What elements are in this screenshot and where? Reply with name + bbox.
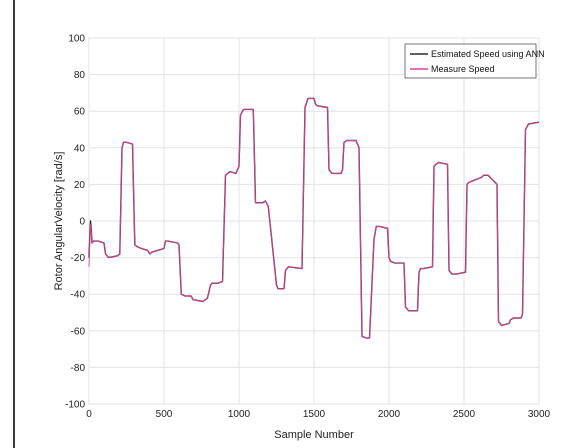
left-margin-rule <box>13 0 15 448</box>
y-tick-label: -80 <box>71 363 86 374</box>
x-tick-label: 1000 <box>228 409 251 420</box>
series-line-measured <box>88 97 540 339</box>
y-tick-label: 80 <box>74 70 86 81</box>
x-tick-label: 1500 <box>303 409 326 420</box>
legend-label-measured: Measure Speed <box>431 64 495 74</box>
x-tick-label: 2500 <box>453 409 476 420</box>
x-tick-label: 2000 <box>378 409 401 420</box>
y-tick-labels: -100 -80 -60 -40 -20 0 20 40 60 80 100 <box>65 34 85 411</box>
y-tick-label: -100 <box>65 400 85 411</box>
y-tick-label: -20 <box>71 253 86 264</box>
y-tick-label: 20 <box>74 180 86 191</box>
series-layer <box>88 97 540 339</box>
x-axis-title: Sample Number <box>274 429 354 441</box>
y-tick-label: 60 <box>74 107 86 118</box>
y-tick-label: 100 <box>68 34 85 45</box>
grid-lines <box>88 37 540 405</box>
x-tick-label: 500 <box>156 409 173 420</box>
legend-box <box>404 43 537 79</box>
x-tick-label: 0 <box>86 409 92 420</box>
y-tick-label: -40 <box>71 290 86 301</box>
y-tick-label: 0 <box>79 217 85 228</box>
legend-label-estimated: Estimated Speed using ANN <box>431 49 545 59</box>
y-tick-label: -60 <box>71 326 86 337</box>
y-tick-label: 40 <box>74 143 86 154</box>
legend: Estimated Speed using ANN Measure Speed <box>404 43 545 79</box>
x-tick-labels: 0 500 1000 1500 2000 2500 3000 <box>86 409 550 420</box>
x-tick-label: 3000 <box>528 409 551 420</box>
y-axis-title: Rotor AngularVelocity [rad/s] <box>53 152 65 291</box>
